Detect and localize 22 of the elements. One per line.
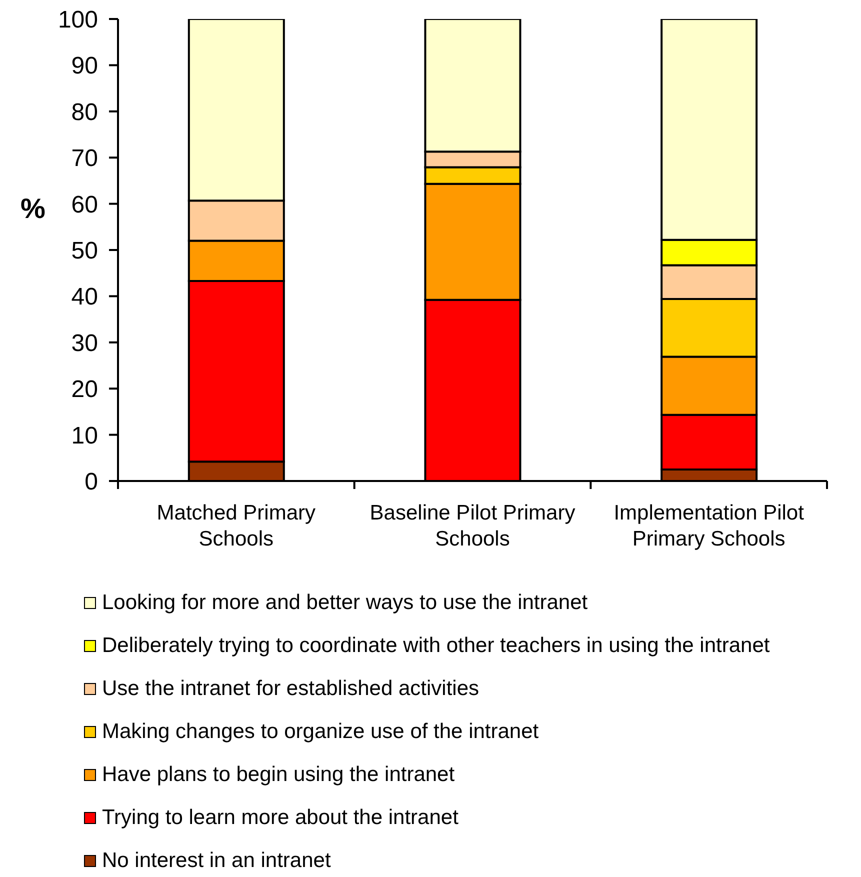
y-tick-label: 30 bbox=[71, 330, 98, 357]
y-axis-title: % bbox=[20, 192, 46, 224]
y-tick-label: 90 bbox=[71, 52, 98, 80]
y-tick-label: 70 bbox=[71, 145, 98, 172]
x-tick-label: Baseline Pilot Primary Schools bbox=[370, 502, 576, 550]
legend-label: Deliberately trying to coordinate with other teachers in using the intranet bbox=[102, 634, 770, 658]
legend-label: Making changes to organize use of the intranet bbox=[102, 720, 539, 744]
x-tick-label: Implementation Pilot Primary Schools bbox=[614, 502, 804, 550]
x-tick-label: Matched Primary Schools bbox=[156, 502, 316, 550]
y-tick-label: 50 bbox=[71, 238, 98, 265]
y-tick-label: 40 bbox=[71, 284, 98, 311]
y-tick-label: 10 bbox=[71, 422, 98, 450]
legend-label: Have plans to begin using the intranet bbox=[102, 763, 455, 787]
legend-label: Looking for more and better ways to use the intranet bbox=[102, 591, 588, 615]
y-tick-label: 60 bbox=[71, 191, 98, 218]
legend-label: Use the intranet for established activities bbox=[102, 677, 480, 701]
y-tick-label: 20 bbox=[71, 376, 98, 404]
legend-label: No interest in an intranet bbox=[102, 849, 331, 873]
y-tick-label: 0 bbox=[84, 468, 98, 496]
y-tick-label: 80 bbox=[71, 98, 98, 126]
legend-label: Trying to learn more about the intranet bbox=[102, 806, 458, 830]
y-tick-label: 100 bbox=[58, 6, 98, 34]
